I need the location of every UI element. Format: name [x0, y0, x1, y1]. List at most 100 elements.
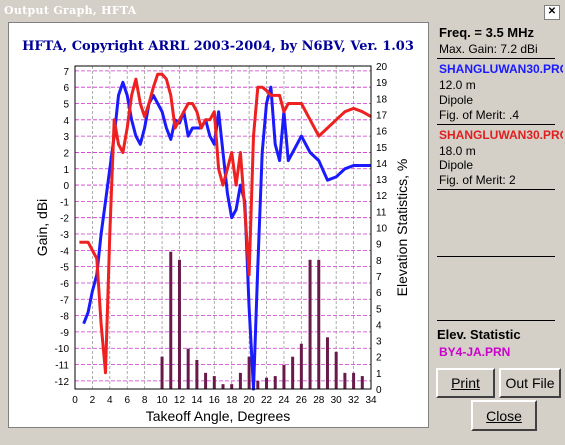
elevation-bar [247, 356, 251, 389]
y-left-tick-label: -7 [60, 295, 69, 306]
y-right-axis-label: Elevation Statistics, % [394, 159, 410, 297]
y-left-tick-label: -10 [55, 344, 70, 355]
x-tick-label: 30 [331, 395, 343, 406]
x-tick-label: 6 [124, 395, 130, 406]
y-right-tick-label: 4 [376, 320, 382, 331]
out-file-button-label: Out File [505, 375, 555, 391]
y-left-tick-label: -2 [60, 214, 69, 225]
x-tick-label: 0 [72, 395, 78, 406]
y-right-tick-label: 20 [376, 62, 388, 73]
x-tick-label: 26 [296, 395, 308, 406]
y-right-tick-label: 11 [376, 207, 387, 218]
elevation-bar [299, 343, 303, 389]
print-button[interactable]: Print [436, 368, 495, 398]
elevation-bar [177, 259, 181, 389]
y-left-tick-label: 7 [63, 67, 69, 78]
y-right-tick-label: 9 [376, 240, 382, 251]
y-right-tick-label: 10 [376, 224, 388, 235]
elevation-bar [195, 359, 199, 389]
y-left-tick-label: 6 [63, 83, 69, 94]
y-left-tick-label: 1 [63, 165, 69, 176]
window-close-icon[interactable]: ✕ [544, 5, 560, 20]
gain-chart: HFTA, Copyright ARRL 2003-2004, by N6BV,… [22, 39, 414, 424]
elev-statistic-title: Elev. Statistic [437, 327, 521, 342]
elevation-bar [282, 364, 286, 389]
close-button[interactable]: Close [471, 400, 537, 431]
graph-header: HFTA, Copyright ARRL 2003-2004, by N6BV,… [22, 39, 414, 54]
elevation-bar [317, 259, 321, 389]
antenna1-height: 12.0 m [439, 78, 476, 92]
x-tick-label: 24 [278, 395, 290, 406]
y-left-tick-label: -1 [60, 197, 69, 208]
y-right-tick-label: 5 [376, 304, 382, 315]
x-tick-label: 12 [174, 395, 186, 406]
y-left-tick-label: -5 [60, 263, 69, 274]
x-axis-label: Takeoff Angle, Degrees [146, 408, 291, 424]
elevation-bar [212, 376, 216, 389]
antenna2-type: Dipole [439, 158, 474, 172]
y-left-tick-label: -9 [60, 328, 69, 339]
close-button-label: Close [486, 408, 522, 424]
y-right-tick-label: 2 [376, 353, 382, 364]
y-left-tick-label: 4 [63, 116, 69, 127]
elev-statistic-file: BY4-JA.PRN [439, 345, 511, 359]
x-tick-label: 18 [226, 395, 238, 406]
y-left-tick-label: -3 [60, 230, 69, 241]
elevation-bar [265, 377, 269, 389]
y-left-tick-label: -4 [60, 246, 69, 257]
antenna2-merit: Fig. of Merit: 2 [439, 173, 516, 187]
x-tick-label: 32 [348, 395, 360, 406]
y-right-tick-label: 6 [376, 288, 382, 299]
print-button-label: Print [451, 375, 480, 391]
elevation-bar [204, 372, 208, 389]
y-left-tick-label: 0 [63, 181, 69, 192]
elevation-bar [169, 251, 173, 389]
y-right-tick-label: 0 [376, 385, 382, 396]
x-tick-label: 14 [191, 395, 203, 406]
x-tick-label: 16 [209, 395, 221, 406]
divider [437, 256, 555, 257]
y-right-tick-label: 18 [376, 94, 388, 105]
y-right-tick-label: 8 [376, 256, 382, 267]
window-title: Output Graph, HFTA [4, 4, 137, 17]
plot-frame [74, 65, 372, 390]
y-right-tick-label: 12 [376, 191, 388, 202]
frequency-label: Freq. = 3.5 MHz [439, 25, 534, 40]
antenna1-merit: Fig. of Merit: .4 [439, 108, 520, 122]
antenna2-height: 18.0 m [439, 144, 476, 158]
elevation-bar [273, 376, 277, 389]
y-left-tick-label: 3 [63, 132, 69, 143]
x-tick-label: 4 [107, 395, 113, 406]
x-tick-label: 8 [142, 395, 148, 406]
elevation-bar [325, 337, 329, 389]
elevation-bar [352, 372, 356, 389]
y-left-tick-label: 2 [63, 148, 69, 159]
y-left-tick-label: 5 [63, 100, 69, 111]
elevation-bar [160, 356, 164, 389]
y-right-tick-label: 16 [376, 127, 388, 138]
y-left-axis-label: Gain, dBi [34, 199, 50, 257]
elevation-bar [238, 372, 242, 389]
y-right-tick-label: 14 [376, 159, 388, 170]
y-left-tick-label: -8 [60, 312, 69, 323]
graph-panel: HFTA, Copyright ARRL 2003-2004, by N6BV,… [8, 22, 429, 428]
antenna2-name: SHANGLUWAN30.PRO [439, 128, 563, 142]
y-right-tick-label: 13 [376, 175, 388, 186]
divider [437, 189, 555, 190]
out-file-button[interactable]: Out File [499, 368, 561, 398]
gain-line-antenna2 [79, 72, 372, 375]
antenna1-type: Dipole [439, 93, 474, 107]
divider [437, 124, 555, 125]
antenna1-name: SHANGLUWAN30.PRO [439, 62, 563, 76]
gain-line-antenna1 [82, 80, 371, 391]
elevation-bar [230, 384, 234, 389]
elevation-bar [334, 351, 338, 389]
y-left-tick-label: -11 [55, 361, 69, 372]
title-bar: Output Graph, HFTA ✕ [0, 0, 565, 22]
x-tick-label: 28 [313, 395, 325, 406]
y-left-tick-label: -6 [60, 279, 69, 290]
elevation-bar [360, 376, 364, 389]
divider [437, 58, 555, 59]
y-right-tick-label: 3 [376, 337, 382, 348]
x-tick-label: 34 [365, 395, 377, 406]
